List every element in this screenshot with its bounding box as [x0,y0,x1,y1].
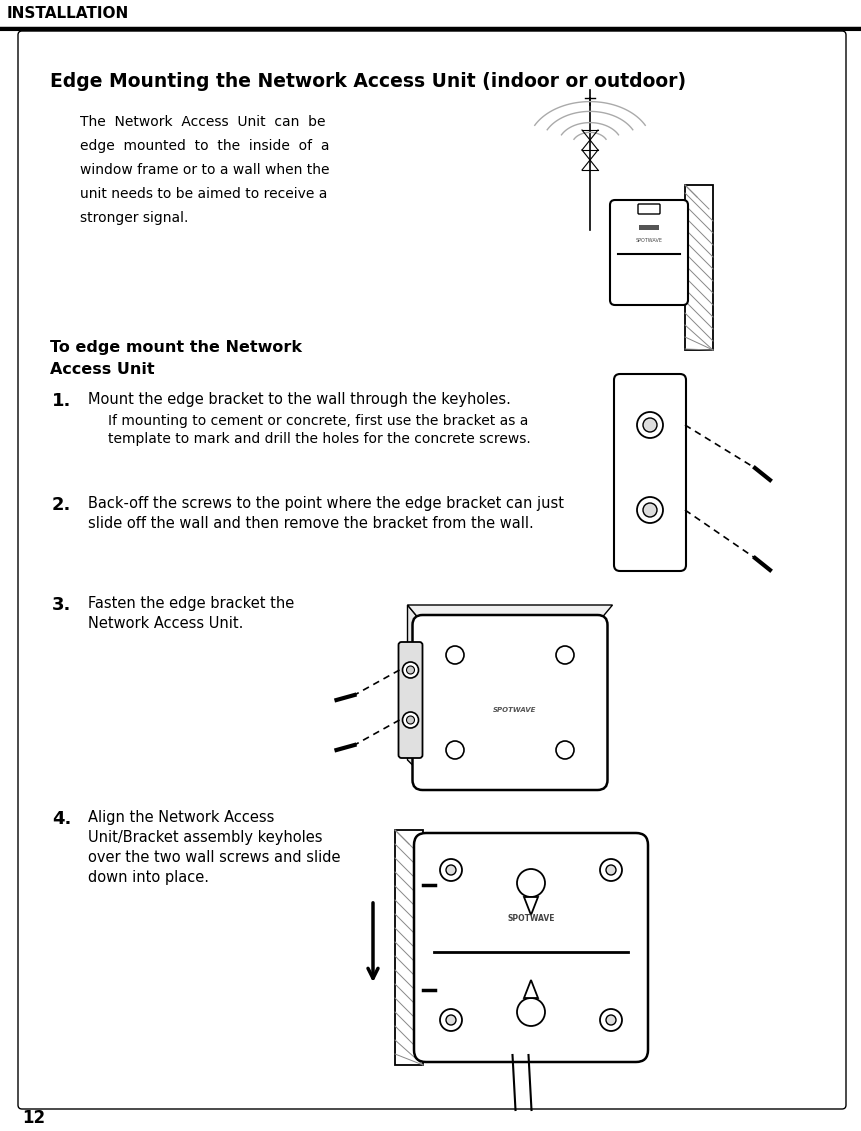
Text: over the two wall screws and slide: over the two wall screws and slide [88,851,340,865]
Circle shape [605,865,616,875]
FancyBboxPatch shape [637,204,660,214]
Circle shape [599,860,622,881]
Text: Align the Network Access: Align the Network Access [88,810,274,824]
Circle shape [406,716,414,724]
FancyBboxPatch shape [18,31,845,1110]
Circle shape [599,1009,622,1031]
Text: 12: 12 [22,1110,45,1126]
FancyBboxPatch shape [398,642,422,758]
Circle shape [439,1009,461,1031]
Text: 3.: 3. [52,596,71,614]
Circle shape [605,1015,616,1025]
Text: SPOTWAVE: SPOTWAVE [492,707,536,714]
FancyBboxPatch shape [412,615,607,789]
Text: down into place.: down into place. [88,870,208,884]
Polygon shape [407,605,612,634]
Circle shape [402,713,418,728]
Circle shape [445,741,463,759]
Circle shape [445,646,463,664]
Text: Mount the edge bracket to the wall through the keyholes.: Mount the edge bracket to the wall throu… [88,392,511,407]
Text: 2.: 2. [52,497,71,513]
FancyBboxPatch shape [413,834,647,1062]
Text: If mounting to cement or concrete, first use the bracket as a: If mounting to cement or concrete, first… [108,414,528,428]
Text: Fasten the edge bracket the: Fasten the edge bracket the [88,596,294,611]
Text: unit needs to be aimed to receive a: unit needs to be aimed to receive a [80,187,327,201]
Text: slide off the wall and then remove the bracket from the wall.: slide off the wall and then remove the b… [88,516,533,530]
Circle shape [445,865,455,875]
Bar [684,185,712,349]
Text: Access Unit: Access Unit [50,362,154,377]
Text: edge  mounted  to  the  inside  of  a: edge mounted to the inside of a [80,139,329,153]
Text: SPOTWAVE: SPOTWAVE [506,914,554,923]
Polygon shape [523,897,537,915]
Circle shape [636,412,662,438]
Circle shape [445,1015,455,1025]
Text: Edge Mounting the Network Access Unit (indoor or outdoor): Edge Mounting the Network Access Unit (i… [50,72,685,90]
Polygon shape [523,979,537,998]
Text: SPOTWAVE: SPOTWAVE [635,238,662,242]
FancyBboxPatch shape [610,200,687,305]
Bar [0,0,861,28]
Polygon shape [407,605,432,785]
Text: template to mark and drill the holes for the concrete screws.: template to mark and drill the holes for… [108,432,530,446]
Bar [638,225,659,230]
Circle shape [517,869,544,897]
Text: To edge mount the Network: To edge mount the Network [50,340,301,355]
Text: 4.: 4. [52,810,71,828]
Text: INSTALLATION: INSTALLATION [7,7,129,21]
Text: Network Access Unit.: Network Access Unit. [88,616,243,631]
Text: Unit/Bracket assembly keyholes: Unit/Bracket assembly keyholes [88,830,322,845]
Circle shape [636,497,662,523]
Circle shape [402,662,418,677]
FancyBboxPatch shape [613,374,685,571]
Circle shape [439,860,461,881]
Bar [394,830,423,1065]
Text: stronger signal.: stronger signal. [80,211,189,225]
Circle shape [642,418,656,432]
Text: The  Network  Access  Unit  can  be: The Network Access Unit can be [80,115,325,129]
Circle shape [406,666,414,674]
Circle shape [555,646,573,664]
Circle shape [642,503,656,517]
Circle shape [517,998,544,1026]
Circle shape [555,741,573,759]
Text: window frame or to a wall when the: window frame or to a wall when the [80,163,329,176]
Text: Back-off the screws to the point where the edge bracket can just: Back-off the screws to the point where t… [88,497,563,511]
Text: 1.: 1. [52,392,71,411]
